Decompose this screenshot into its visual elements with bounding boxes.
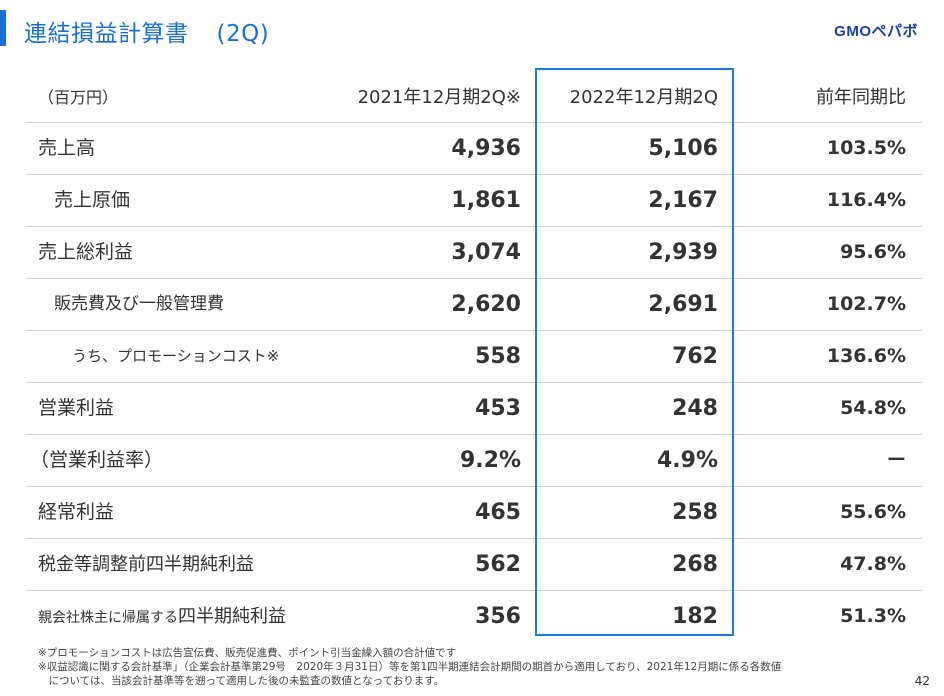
header-unit: （百万円） [38, 88, 119, 107]
value-yoy: 51.3% [840, 605, 906, 627]
row-label: 営業利益 [38, 397, 115, 419]
header-yoy: 前年同期比 [816, 87, 906, 108]
page-number: 42 [914, 674, 930, 688]
value-2021: 3,074 [451, 240, 521, 265]
value-2022: 762 [672, 344, 718, 369]
value-2022: 2,939 [648, 240, 718, 265]
row-label: 売上総利益 [38, 241, 134, 263]
value-yoy: 54.8% [840, 397, 906, 419]
row-net-income: 親会社株主に帰属する四半期純利益 356 182 51.3% [26, 591, 922, 642]
row-label: 親会社株主に帰属する四半期純利益 [38, 591, 286, 642]
footnote: については、当該会計基準等を遡って適用した後の未監査の数値となっております。 [38, 675, 445, 687]
row-net-sales: 売上高 4,936 5,106 103.5% [26, 123, 922, 175]
value-2022: 2,691 [648, 292, 718, 317]
value-yoy: 103.5% [826, 137, 906, 159]
footnote: ※収益認識に関する会計基準」（企業会計基準第29号 2020年３月31日）等を第… [38, 661, 782, 673]
row-promotion-cost: うち、プロモーションコスト※ 558 762 136.6% [26, 331, 922, 383]
row-gross-profit: 売上総利益 3,074 2,939 95.6% [26, 227, 922, 279]
table-header: （百万円） 2021年12月期2Q※ 2022年12月期2Q 前年同期比 [26, 74, 922, 123]
value-2021: 4,936 [451, 136, 521, 161]
row-label: うち、プロモーションコスト※ [72, 347, 280, 365]
header-2022-2q: 2022年12月期2Q [569, 87, 718, 108]
value-2022: 268 [672, 552, 718, 577]
value-yoy: 55.6% [840, 501, 906, 523]
row-label-main: 四半期純利益 [178, 606, 286, 627]
footnote: ※プロモーションコストは広告宣伝費、販売促進費、ポイント引当金繰入額の合計値です [38, 647, 457, 659]
value-2022: 5,106 [648, 136, 718, 161]
row-operating-margin: （営業利益率） 9.2% 4.9% ー [26, 435, 922, 487]
value-2022: 248 [672, 396, 718, 421]
row-cost-of-sales: 売上原価 1,861 2,167 116.4% [26, 175, 922, 227]
row-pretax-income: 税金等調整前四半期純利益 562 268 47.8% [26, 539, 922, 591]
row-label-prefix: 親会社株主に帰属する [38, 610, 178, 626]
value-2022: 258 [672, 500, 718, 525]
value-2022: 4.9% [656, 448, 718, 473]
title-accent-bar [0, 10, 6, 46]
value-2022: 2,167 [648, 188, 718, 213]
value-2021: 465 [475, 500, 521, 525]
value-2021: 356 [475, 604, 521, 629]
value-yoy: 102.7% [826, 293, 906, 315]
value-2021: 9.2% [459, 448, 521, 473]
row-ordinary-income: 経常利益 465 258 55.6% [26, 487, 922, 539]
row-label: 売上原価 [54, 189, 131, 211]
row-sga-expenses: 販売費及び一般管理費 2,620 2,691 102.7% [26, 279, 922, 331]
value-2022: 182 [672, 604, 718, 629]
value-yoy: 116.4% [826, 189, 906, 211]
row-label: 税金等調整前四半期純利益 [38, 554, 254, 575]
current-period-highlight [535, 68, 734, 636]
value-yoy: ー [886, 449, 906, 471]
row-label: 売上高 [38, 137, 96, 159]
value-yoy: 47.8% [840, 553, 906, 575]
row-label: （営業利益率） [30, 449, 164, 471]
value-2021: 2,620 [451, 292, 521, 317]
value-2021: 453 [475, 396, 521, 421]
page-title-period: (2Q) [216, 21, 270, 47]
value-2021: 1,861 [451, 188, 521, 213]
row-operating-income: 営業利益 453 248 54.8% [26, 383, 922, 435]
page-title-main: 連結損益計算書 [24, 21, 189, 47]
page-title: 連結損益計算書 (2Q) [24, 14, 269, 48]
footnotes: ※プロモーションコストは広告宣伝費、販売促進費、ポイント引当金繰入額の合計値です… [38, 646, 781, 688]
value-2021: 562 [475, 552, 521, 577]
value-yoy: 136.6% [826, 345, 906, 367]
value-yoy: 95.6% [840, 241, 906, 263]
row-label: 経常利益 [38, 501, 115, 523]
value-2021: 558 [475, 344, 521, 369]
header-2021-2q: 2021年12月期2Q※ [357, 87, 521, 108]
row-label: 販売費及び一般管理費 [54, 294, 224, 314]
company-logo: GMOペパボ [834, 23, 918, 40]
